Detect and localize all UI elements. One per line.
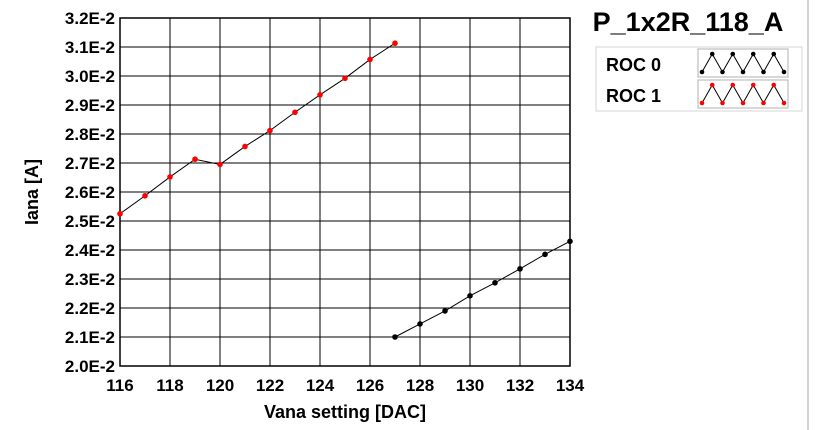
data-point [292,109,298,116]
x-tick-label: 134 [556,376,585,395]
y-tick-label: 2.2E-2 [65,299,115,318]
data-point [142,192,148,199]
x-tick-label: 128 [406,376,434,395]
y-tick-label: 2.8E-2 [65,125,115,144]
data-point [392,334,398,340]
x-tick-label: 124 [306,376,335,395]
data-point [442,308,448,314]
legend-label-roc0: ROC 0 [606,55,661,75]
x-tick-label: 120 [206,376,234,395]
legend-swatch-marker [730,51,736,57]
x-tick-label: 126 [356,376,384,395]
tick-labels: 116 118 120 122 124 126 128 130 132 134 2.0E-2 2.1E… [65,9,585,395]
x-tick-label: 118 [156,376,183,395]
y-axis-title: Iana [A] [22,159,42,225]
legend-swatch-marker [761,100,766,106]
data-point [542,251,548,258]
y-tick-label: 2.1E-2 [65,328,115,347]
y-tick-label: 2.5E-2 [65,212,115,231]
legend-swatch-marker [771,51,777,57]
legend-swatch-marker [709,82,715,88]
y-tick-label: 2.3E-2 [65,270,115,289]
data-point [567,238,573,245]
legend-swatch-marker [750,82,756,88]
chart-title: P_1x2R_118_A [593,7,784,37]
legend: ROC 0 ROC 1 [595,46,803,112]
data-point [317,92,323,98]
y-tick-label: 2.9E-2 [65,96,115,115]
data-series [117,40,573,340]
data-point [267,127,273,134]
data-point [467,293,473,299]
data-point [367,56,373,63]
series-line-0 [394,240,571,338]
y-tick-label: 2.0E-2 [65,357,115,376]
y-tick-label: 2.4E-2 [65,241,115,260]
legend-label-roc1: ROC 1 [606,86,661,106]
data-point [217,161,223,168]
data-point [192,156,198,163]
y-tick-label: 3.2E-2 [65,9,115,28]
data-point [242,143,248,150]
y-tick-label: 3.1E-2 [65,38,115,57]
data-point [392,40,398,47]
data-point [342,75,348,82]
x-tick-label: 116 [106,376,133,395]
data-point [492,279,498,286]
legend-swatch-marker [740,100,746,106]
legend-swatch-marker [699,69,705,75]
y-tick-label: 2.7E-2 [65,154,115,173]
plot-frame [119,17,571,367]
legend-swatch-marker [730,82,736,88]
x-tick-label: 132 [506,376,534,395]
data-point [417,321,423,327]
data-point [117,210,123,217]
y-tick-label: 2.6E-2 [65,183,115,202]
x-tick-label: 130 [456,376,484,395]
y-tick-label: 3.0E-2 [65,67,115,86]
legend-swatch-marker [761,69,766,75]
legend-swatch-marker [740,69,746,75]
legend-swatch-marker [720,100,725,106]
data-point [517,266,523,272]
legend-swatch-marker [699,100,705,106]
legend-swatch-marker [750,51,756,57]
legend-swatch-marker [720,69,725,75]
grid [119,17,571,367]
legend-swatch-marker [781,69,787,75]
x-tick-label: 122 [256,376,284,395]
data-point [167,174,173,180]
x-axis-title: Vana setting [DAC] [264,402,426,422]
legend-swatch-marker [709,51,715,57]
legend-swatch-marker [781,100,787,106]
legend-swatch-marker [771,82,777,88]
series-line-1 [119,42,396,215]
